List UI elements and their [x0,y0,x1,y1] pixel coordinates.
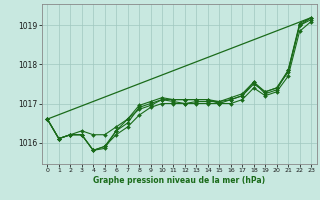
X-axis label: Graphe pression niveau de la mer (hPa): Graphe pression niveau de la mer (hPa) [93,176,265,185]
